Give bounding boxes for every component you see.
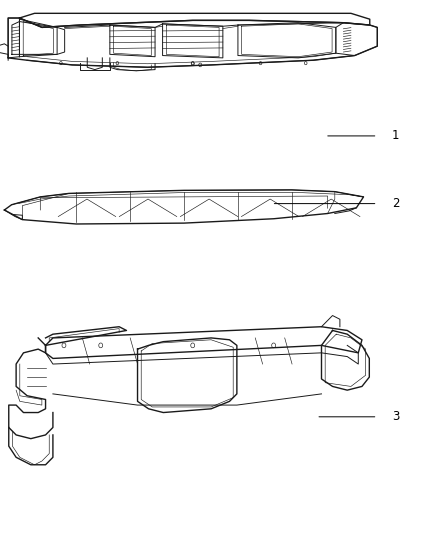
Text: 3: 3	[392, 410, 399, 423]
Text: 2: 2	[392, 197, 399, 210]
Text: 1: 1	[392, 130, 399, 142]
